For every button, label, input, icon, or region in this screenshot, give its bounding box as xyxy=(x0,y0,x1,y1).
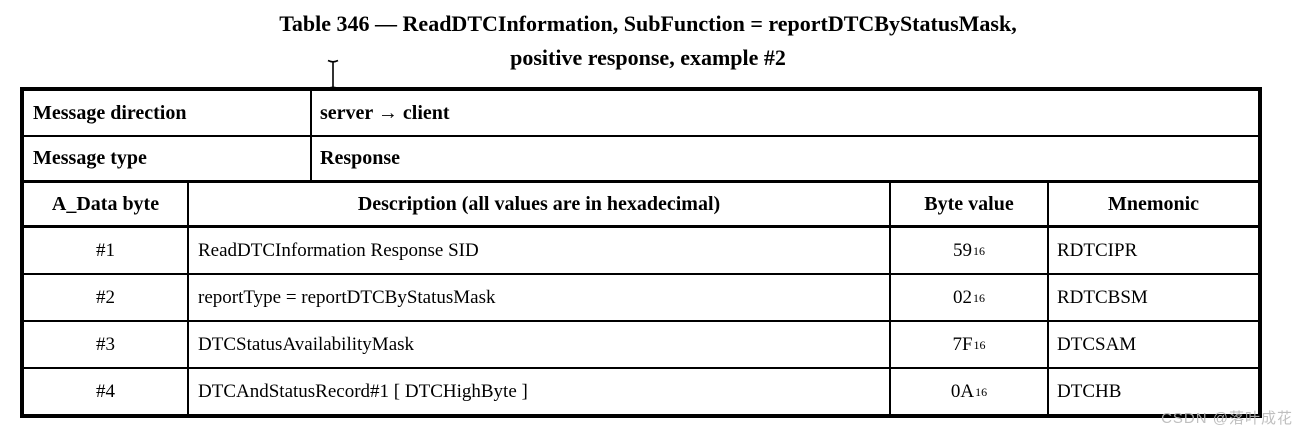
table-header-row: A_Data byte Description (all values are … xyxy=(24,183,1258,228)
cell-byte-value: 02 16 xyxy=(891,275,1049,320)
cell-byte-index: #1 xyxy=(24,228,189,273)
cell-byte-value: 7F 16 xyxy=(891,322,1049,367)
cell-description: ReadDTCInformation Response SID xyxy=(189,228,891,273)
cell-byte-index: #2 xyxy=(24,275,189,320)
header-cell-adata-byte: A_Data byte xyxy=(24,183,189,225)
title-line-2: positive response, example #2 xyxy=(510,45,786,70)
byte-value-number: 02 xyxy=(953,286,972,308)
cell-byte-index: #4 xyxy=(24,369,189,414)
message-direction-value: server → client xyxy=(320,101,450,124)
cell-description: DTCAndStatusRecord#1 [ DTCHighByte ] xyxy=(189,369,891,414)
byte-value-number: 7F xyxy=(952,333,973,355)
i-beam-cursor-icon xyxy=(327,59,339,90)
title-line-1: Table 346 — ReadDTCInformation, SubFunct… xyxy=(279,11,1017,36)
cell-byte-value: 0A 16 xyxy=(891,369,1049,414)
message-type-value: Response xyxy=(320,147,401,169)
message-type-label: Message type xyxy=(24,137,312,180)
cell-mnemonic: RDTCBSM xyxy=(1057,286,1148,308)
cell-byte-index: #3 xyxy=(24,322,189,367)
table-row: #3 DTCStatusAvailabilityMask 7F 16 DTCSAM xyxy=(24,322,1258,369)
table-row: #2 reportType = reportDTCByStatusMask 02… xyxy=(24,275,1258,322)
cell-mnemonic: DTCHB xyxy=(1057,380,1122,402)
page-title: Table 346 — ReadDTCInformation, SubFunct… xyxy=(0,7,1296,75)
cell-byte-value: 59 16 xyxy=(891,228,1049,273)
cell-description: DTCStatusAvailabilityMask xyxy=(189,322,891,367)
header-cell-mnemonic: Mnemonic xyxy=(1107,192,1200,215)
row-message-type: Message type Response xyxy=(24,137,1258,183)
header-cell-byte-value: Byte value xyxy=(891,183,1049,225)
cell-mnemonic: RDTCIPR xyxy=(1057,239,1138,261)
table-row: #4 DTCAndStatusRecord#1 [ DTCHighByte ] … xyxy=(24,369,1258,414)
row-message-direction: Message direction server → client xyxy=(24,91,1258,137)
table-row: #1 ReadDTCInformation Response SID 59 16 … xyxy=(24,228,1258,275)
cell-description: reportType = reportDTCByStatusMask xyxy=(189,275,891,320)
byte-value-number: 0A xyxy=(950,380,975,402)
message-direction-label: Message direction xyxy=(24,91,312,135)
header-cell-description: Description (all values are in hexadecim… xyxy=(189,183,891,225)
byte-value-number: 59 xyxy=(953,239,972,261)
cell-mnemonic: DTCSAM xyxy=(1057,333,1137,355)
spec-table: Message direction server → client Messag… xyxy=(20,87,1262,418)
watermark: CSDN @落叶成花 xyxy=(1161,410,1293,427)
